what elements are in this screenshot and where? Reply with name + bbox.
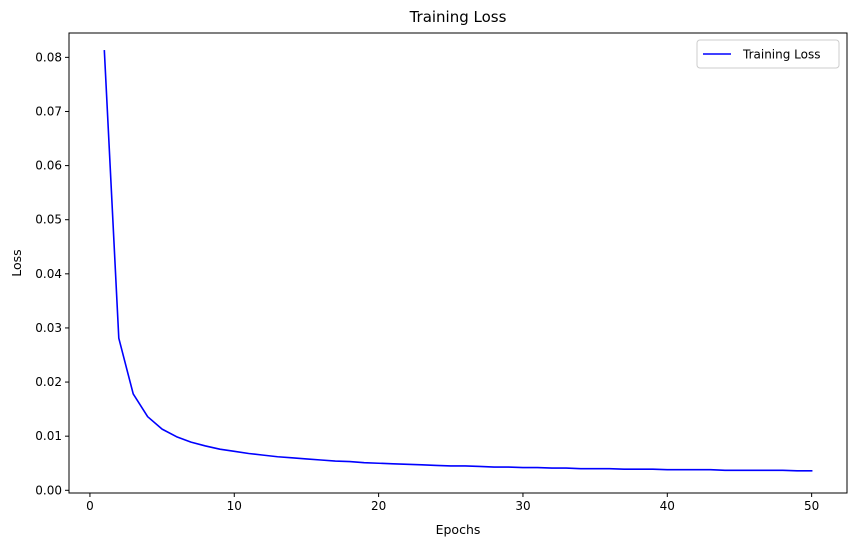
y-tick-label: 0.00 xyxy=(35,483,62,497)
x-tick-label: 40 xyxy=(660,499,675,513)
y-tick-label: 0.01 xyxy=(35,429,62,443)
legend-box xyxy=(696,39,840,69)
y-tick-label: 0.06 xyxy=(35,159,62,173)
y-tick-label: 0.04 xyxy=(35,267,62,281)
y-tick-label: 0.02 xyxy=(35,375,62,389)
legend: Training Loss xyxy=(696,39,840,69)
plot-area xyxy=(69,33,847,493)
y-axis-ticks: 0.00 0.01 0.02 0.03 0.04 0.05 0.06 0.07 0.08 xyxy=(35,50,69,497)
series-layer xyxy=(103,50,813,472)
x-tick-label: 10 xyxy=(227,499,242,513)
x-tick-label: 30 xyxy=(515,499,530,513)
x-tick-label: 20 xyxy=(371,499,386,513)
x-tick-label: 50 xyxy=(804,499,819,513)
y-tick-label: 0.03 xyxy=(35,321,62,335)
y-tick-label: 0.08 xyxy=(35,50,62,64)
series-line-training-loss xyxy=(103,50,813,472)
y-tick-label: 0.07 xyxy=(35,104,62,118)
y-axis-label: Loss xyxy=(9,249,24,276)
x-axis-ticks: 0 10 20 30 40 50 xyxy=(86,493,819,513)
x-axis-label: Epochs xyxy=(436,522,481,537)
x-tick-label: 0 xyxy=(86,499,94,513)
chart-title: Training Loss xyxy=(409,8,507,26)
legend-label-training-loss: Training Loss xyxy=(742,48,820,62)
plot-frame xyxy=(68,32,848,494)
y-tick-label: 0.05 xyxy=(35,213,62,227)
